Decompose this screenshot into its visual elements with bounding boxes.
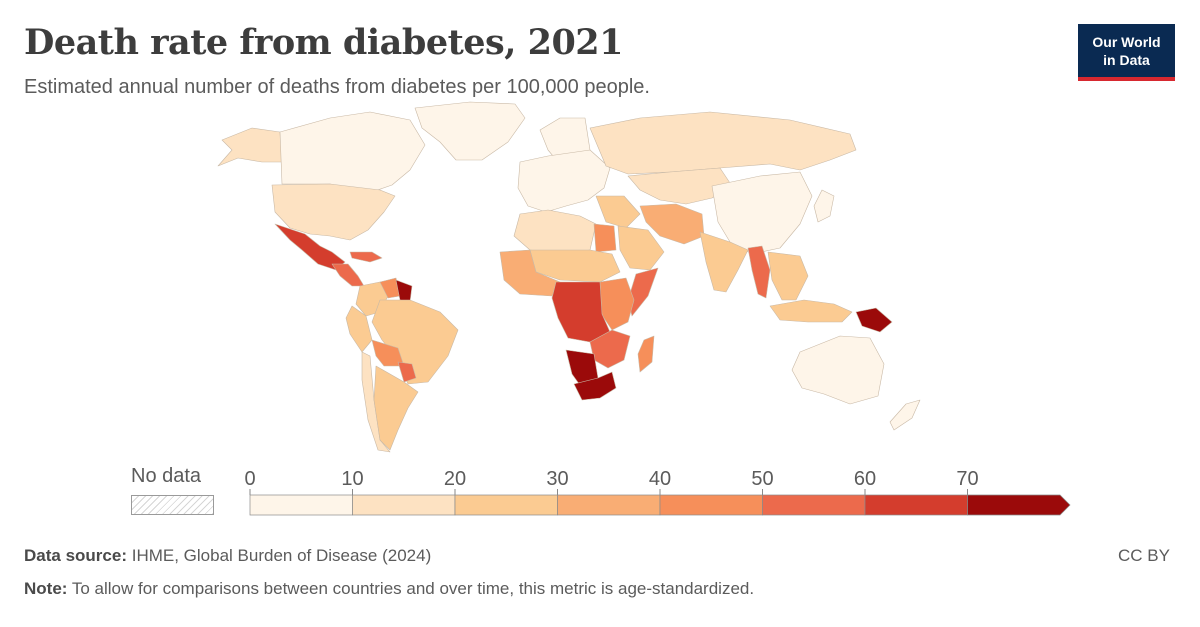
- region-iran-pakistan[interactable]: [639, 203, 705, 245]
- legend-bin-1[interactable]: [352, 494, 456, 516]
- region-papua-new-guinea[interactable]: [855, 307, 893, 333]
- owid-logo[interactable]: Our World in Data: [1078, 24, 1175, 81]
- note-label: Note:: [24, 579, 68, 598]
- region-alaska[interactable]: [217, 127, 283, 167]
- region-south-africa[interactable]: [573, 371, 617, 401]
- region-china[interactable]: [711, 171, 813, 255]
- region-new-zealand[interactable]: [889, 399, 921, 431]
- color-scale[interactable]: 0 10 20 30 40 50 60 70: [0, 455, 1200, 525]
- region-central-asia[interactable]: [627, 167, 733, 205]
- logo-line-1: Our World: [1092, 33, 1161, 50]
- legend-bin-3[interactable]: [557, 494, 661, 516]
- region-greenland[interactable]: [414, 101, 526, 161]
- region-europe[interactable]: [517, 149, 611, 213]
- region-paraguay[interactable]: [397, 361, 417, 383]
- region-bolivia[interactable]: [371, 339, 405, 367]
- note: Note: To allow for comparisons between c…: [24, 579, 754, 599]
- legend-bin-4[interactable]: [659, 494, 763, 516]
- note-text: To allow for comparisons between countri…: [71, 579, 755, 598]
- legend-tick-10: 10: [341, 468, 363, 490]
- data-source: Data source: IHME, Global Burden of Dise…: [24, 546, 431, 566]
- region-argentina[interactable]: [373, 365, 419, 451]
- region-indonesia[interactable]: [769, 299, 853, 323]
- region-madagascar[interactable]: [637, 335, 655, 373]
- region-canada[interactable]: [279, 111, 426, 193]
- region-russia[interactable]: [589, 111, 857, 175]
- region-japan[interactable]: [813, 189, 835, 223]
- region-somalia[interactable]: [627, 267, 659, 317]
- region-southeast-asia[interactable]: [767, 251, 809, 301]
- region-caribbean[interactable]: [349, 251, 383, 263]
- legend-tick-0: 0: [244, 468, 255, 490]
- legend-tick-20: 20: [444, 468, 466, 490]
- logo-line-2: in Data: [1103, 51, 1150, 68]
- region-north-africa[interactable]: [513, 209, 597, 255]
- region-australia[interactable]: [791, 335, 885, 405]
- license-link[interactable]: CC BY: [1118, 546, 1170, 565]
- region-egypt[interactable]: [593, 223, 617, 253]
- legend-bin-7[interactable]: [967, 494, 1071, 516]
- region-chile[interactable]: [361, 351, 391, 453]
- region-central-america[interactable]: [331, 263, 365, 287]
- region-middle-east[interactable]: [595, 195, 641, 229]
- no-data-swatch[interactable]: [131, 495, 214, 515]
- legend-tick-50: 50: [751, 468, 773, 490]
- world-map[interactable]: [0, 100, 1200, 460]
- data-source-text[interactable]: IHME, Global Burden of Disease (2024): [131, 546, 432, 565]
- legend: No data 0 10 20 30 40 50 60 70: [0, 455, 1200, 525]
- region-usa[interactable]: [271, 183, 396, 241]
- region-myanmar[interactable]: [747, 245, 771, 299]
- region-guyana-suriname[interactable]: [395, 279, 413, 303]
- data-source-label: Data source:: [24, 546, 127, 565]
- legend-bin-6[interactable]: [864, 494, 968, 516]
- legend-tick-60: 60: [854, 468, 876, 490]
- no-data-label: No data: [131, 465, 202, 487]
- region-india[interactable]: [699, 231, 749, 293]
- region-brazil[interactable]: [371, 299, 459, 385]
- chart-title: Death rate from diabetes, 2021: [24, 22, 624, 63]
- legend-bin-5[interactable]: [762, 494, 866, 516]
- legend-tick-70: 70: [956, 468, 978, 490]
- legend-bin-2[interactable]: [454, 494, 558, 516]
- chart-subtitle: Estimated annual number of deaths from d…: [24, 76, 650, 98]
- region-sahel[interactable]: [529, 249, 621, 283]
- legend-bin-0[interactable]: [249, 494, 353, 516]
- legend-tick-40: 40: [649, 468, 671, 490]
- legend-tick-30: 30: [546, 468, 568, 490]
